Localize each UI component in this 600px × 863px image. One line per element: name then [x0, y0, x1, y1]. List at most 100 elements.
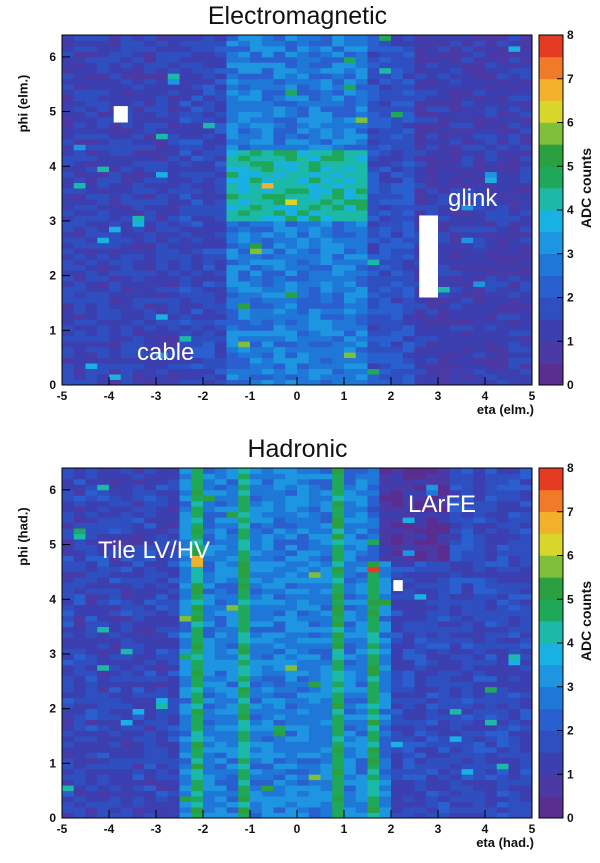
heatmap-cell: [261, 204, 274, 211]
heatmap-cell: [226, 226, 239, 233]
heatmap-cell: [520, 313, 533, 320]
heatmap-cell: [402, 292, 415, 298]
heatmap-cell: [109, 40, 122, 47]
heatmap-cell: [226, 302, 239, 309]
heatmap-cell: [167, 313, 180, 320]
heatmap-cell: [62, 302, 75, 309]
heatmap-cell: [520, 324, 533, 331]
heatmap-cell: [273, 774, 286, 781]
heatmap-cell: [449, 89, 462, 96]
heatmap-cell: [473, 210, 486, 216]
heatmap-cell: [191, 374, 204, 380]
heatmap-cell: [120, 626, 133, 633]
heatmap-cell: [85, 703, 98, 710]
heatmap-cell: [214, 188, 227, 194]
heatmap-cell: [402, 730, 415, 737]
heatmap-cell: [344, 550, 357, 556]
heatmap-cell: [355, 730, 368, 737]
heatmap-cell: [461, 697, 474, 704]
heatmap-cell: [379, 550, 392, 556]
heatmap-cell: [226, 807, 239, 813]
heatmap-cell: [250, 73, 263, 80]
heatmap-cell: [285, 286, 298, 293]
heatmap-cell: [402, 259, 415, 266]
heatmap-cell: [144, 708, 157, 715]
heatmap-cell: [238, 807, 251, 813]
heatmap-cell: [496, 122, 509, 129]
color-bar-segment: [539, 363, 563, 386]
heatmap-cell: [179, 62, 192, 69]
heatmap-cell: [520, 368, 533, 375]
heatmap-cell: [261, 478, 274, 485]
heatmap-cell: [449, 807, 462, 813]
heatmap-cell: [62, 166, 75, 173]
heatmap-cell: [355, 155, 368, 162]
heatmap-cell: [473, 796, 486, 802]
heatmap-cell: [226, 714, 239, 720]
heatmap-cell: [520, 188, 533, 194]
heatmap-cell: [391, 231, 404, 238]
heatmap-cell: [144, 138, 157, 145]
heatmap-cell: [62, 379, 75, 386]
heatmap-cell: [73, 621, 86, 627]
heatmap-cell: [414, 89, 427, 96]
heatmap-cell: [261, 593, 274, 600]
heatmap-cell: [120, 752, 133, 759]
heatmap-cell: [438, 571, 451, 578]
heatmap-cell: [144, 544, 157, 551]
heatmap-cell: [250, 100, 263, 107]
heatmap-cell: [297, 51, 310, 58]
heatmap-cell: [97, 555, 110, 562]
heatmap-cell: [473, 357, 486, 364]
heatmap-cell: [85, 621, 98, 627]
heatmap-cell: [496, 166, 509, 173]
x-tick-label: -2: [198, 389, 209, 403]
heatmap-cell: [379, 500, 392, 507]
heatmap-cell: [285, 188, 298, 194]
heatmap-cell: [132, 144, 145, 151]
heatmap-cell: [461, 768, 474, 775]
heatmap-cell: [520, 40, 533, 47]
heatmap-cell: [391, 511, 404, 518]
heatmap-cell: [308, 313, 321, 320]
heatmap-cell: [132, 807, 145, 813]
heatmap-cell: [85, 659, 98, 666]
heatmap-cell: [191, 292, 204, 298]
heatmap-cell: [344, 643, 357, 649]
heatmap-cell: [120, 473, 133, 480]
heatmap-cell: [132, 117, 145, 123]
heatmap-cell: [120, 528, 133, 535]
heatmap-cell: [120, 56, 133, 63]
heatmap-cell: [308, 51, 321, 58]
heatmap-cell: [179, 84, 192, 91]
heatmap-cell: [191, 653, 204, 660]
heatmap-cell: [214, 117, 227, 123]
heatmap-cell: [144, 220, 157, 227]
heatmap-cell: [273, 210, 286, 216]
heatmap-cell: [167, 653, 180, 660]
heatmap-cell: [426, 468, 439, 474]
heatmap-cell: [191, 796, 204, 802]
heatmap-cell: [355, 149, 368, 156]
heatmap-cell: [426, 626, 439, 633]
heatmap-cell: [332, 582, 345, 589]
heatmap-cell: [132, 352, 145, 359]
heatmap-cell: [132, 692, 145, 699]
heatmap-cell: [144, 149, 157, 156]
heatmap-cell: [461, 78, 474, 85]
heatmap-cell: [391, 779, 404, 786]
heatmap-cell: [473, 790, 486, 797]
heatmap-cell: [320, 653, 333, 660]
heatmap-cell: [132, 582, 145, 589]
heatmap-cell: [120, 379, 133, 386]
heatmap-cell: [261, 330, 274, 337]
heatmap-cell: [332, 264, 345, 271]
heatmap-cell: [320, 555, 333, 562]
heatmap-cell: [73, 675, 86, 682]
heatmap-cell: [402, 670, 415, 677]
heatmap-cell: [179, 801, 192, 808]
heatmap-cell: [391, 735, 404, 742]
heatmap-cell: [332, 67, 345, 74]
heatmap-cell: [449, 735, 462, 742]
heatmap-cell: [320, 489, 333, 496]
